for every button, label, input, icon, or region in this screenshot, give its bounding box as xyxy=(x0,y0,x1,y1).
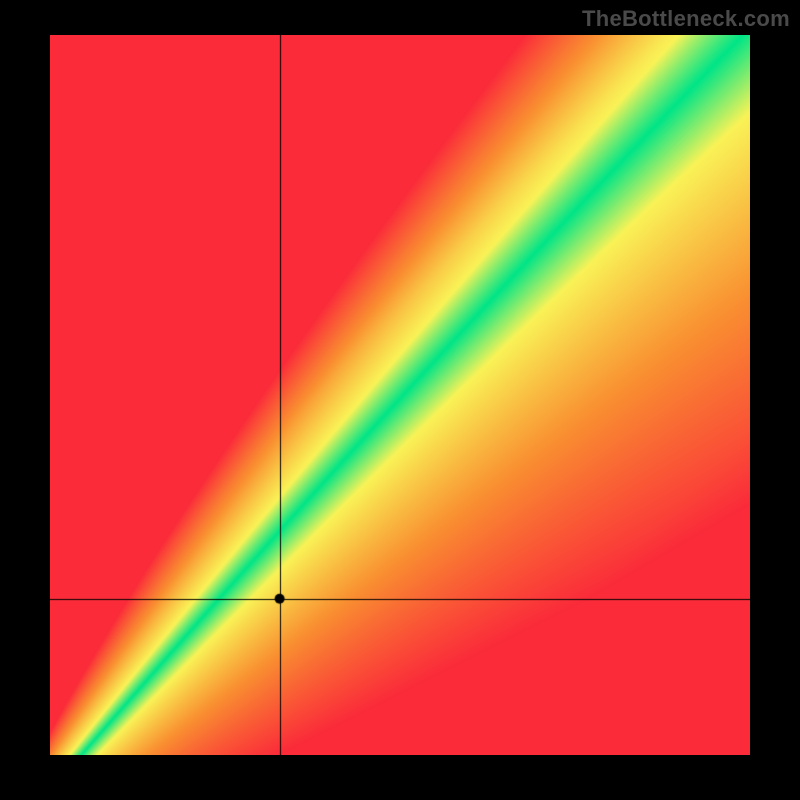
watermark-text: TheBottleneck.com xyxy=(582,6,790,32)
heatmap-canvas xyxy=(50,35,750,755)
heatmap-plot xyxy=(50,35,750,755)
